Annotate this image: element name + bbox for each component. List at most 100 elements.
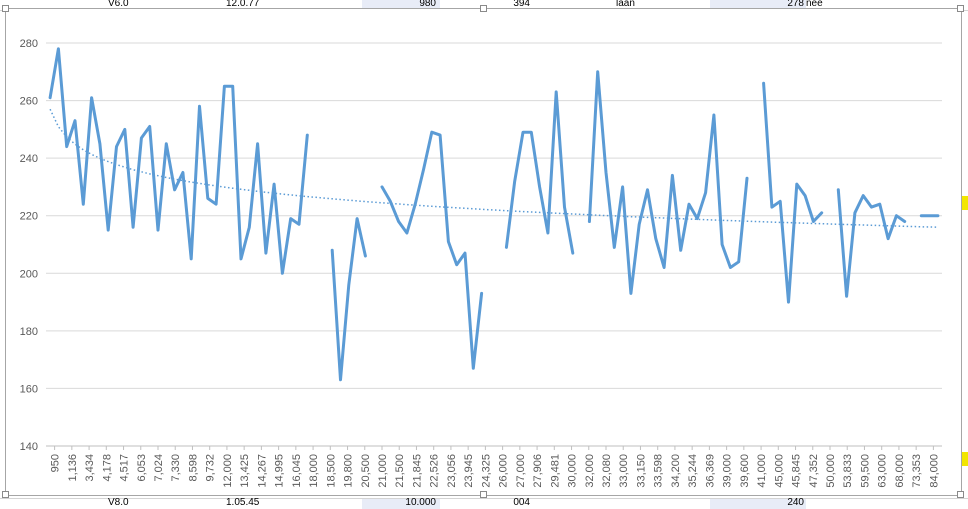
x-tick-label: 53,833 (842, 454, 854, 488)
x-tick-label: 33,598 (653, 454, 665, 488)
x-tick-label: 33,000 (618, 454, 630, 488)
sheet-cell[interactable]: 12.0.77 (226, 0, 260, 9)
x-tick-label: 4,517 (119, 454, 131, 482)
x-tick-label: 7,330 (170, 454, 182, 482)
series-line-segment (48, 47, 309, 275)
resize-handle[interactable] (480, 491, 487, 498)
y-tick-label: 160 (20, 383, 38, 395)
x-tick-label: 24,325 (480, 454, 492, 488)
y-tick-label: 260 (20, 96, 38, 108)
sheet-cell[interactable]: 10.000 (405, 497, 436, 508)
y-tick-label: 280 (20, 38, 38, 50)
x-tick-label: 26,000 (498, 454, 510, 488)
y-tick-label: 240 (20, 153, 38, 165)
x-tick-label: 4,178 (101, 454, 113, 482)
x-tick-label: 23,056 (446, 454, 458, 488)
highlighted-cell-marker (960, 196, 968, 210)
x-tick-label: 1,136 (67, 454, 79, 482)
chart-area[interactable]: 140 160 180 200 220 240 260 280 950 1,136 3,434 4,… (5, 8, 962, 496)
x-tick-label: 8,598 (187, 454, 199, 482)
series-line-segment (587, 70, 749, 295)
x-tick-label: 21,845 (411, 454, 423, 488)
x-axis: 950 1,136 3,434 4,178 4,517 6,053 7,024 7,330 8,… (46, 445, 942, 488)
x-tick-label: 33,150 (635, 454, 647, 488)
x-tick-label: 45,000 (773, 454, 785, 488)
series-line-segment (380, 130, 484, 370)
x-tick-label: 32,080 (601, 454, 613, 488)
x-tick-label: 47,352 (808, 454, 820, 488)
series-lines (48, 47, 940, 382)
spreadsheet-row-below: V8.0 1.05.45 10.000 004 240 (0, 497, 968, 509)
y-tick-label: 220 (20, 211, 38, 223)
x-tick-label: 29,481 (549, 454, 561, 488)
x-tick-label: 73,353 (911, 454, 923, 488)
x-tick-label: 12,000 (222, 454, 234, 488)
x-tick-label: 13,425 (239, 454, 251, 488)
sheet-cell[interactable]: 1.05.45 (226, 497, 260, 508)
x-tick-label: 41,000 (756, 454, 768, 488)
x-tick-label: 14,995 (274, 454, 286, 488)
y-tick-label: 180 (20, 326, 38, 338)
y-tick-label: 140 (20, 441, 38, 453)
sheet-cell[interactable]: 278 (787, 0, 804, 9)
x-tick-label: 36,369 (704, 454, 716, 488)
sheet-selected-cell[interactable] (362, 0, 440, 10)
trendline-path (49, 108, 938, 228)
x-tick-label: 45,845 (791, 454, 803, 488)
sheet-selected-cell[interactable] (710, 499, 806, 509)
x-tick-label: 19,800 (343, 454, 355, 488)
sheet-cell[interactable]: 004 (513, 497, 530, 508)
sheet-cell[interactable]: 240 (787, 497, 804, 508)
y-axis: 140 160 180 200 220 240 260 280 (20, 38, 38, 453)
sheet-cell[interactable]: V8.0 (108, 497, 129, 508)
x-tick-label: 32,000 (584, 454, 596, 488)
x-tick-label: 6,053 (136, 454, 148, 482)
x-tick-label: 18,500 (325, 454, 337, 488)
resize-handle[interactable] (2, 491, 9, 498)
x-tick-label: 14,267 (256, 454, 268, 488)
trendline (49, 108, 938, 228)
series-line-segment (762, 81, 824, 304)
x-tick-label: 30,000 (567, 454, 579, 488)
sheet-cell[interactable]: V6.0 (108, 0, 129, 9)
x-tick-label: 63,000 (877, 454, 889, 488)
x-tick-label: 68,000 (894, 454, 906, 488)
highlighted-cell-marker (960, 452, 968, 466)
x-tick-label: 16,045 (291, 454, 303, 488)
sheet-selected-cell[interactable] (710, 0, 806, 10)
resize-handle[interactable] (957, 5, 964, 12)
x-tick-label: 34,200 (670, 454, 682, 488)
x-tick-label: 27,906 (532, 454, 544, 488)
gridlines (46, 42, 942, 447)
x-tick-label: 7,024 (153, 454, 165, 482)
x-tick-label: 9,732 (205, 454, 217, 482)
x-tick-label: 3,434 (84, 454, 96, 482)
x-tick-label: 35,244 (687, 454, 699, 488)
x-tick-label: 20,500 (360, 454, 372, 488)
series-line-segment (330, 217, 367, 382)
series-line-segment (836, 188, 907, 298)
x-tick-label: 21,500 (394, 454, 406, 488)
x-tick-label: 18,000 (308, 454, 320, 488)
x-tick-label: 84,000 (928, 454, 940, 488)
resize-handle[interactable] (480, 5, 487, 12)
x-tick-label: 39,600 (739, 454, 751, 488)
series-line-segment (504, 90, 575, 255)
sheet-cell[interactable]: nee (806, 0, 823, 9)
resize-handle[interactable] (957, 491, 964, 498)
x-tick-label: 21,000 (377, 454, 389, 488)
resize-handle[interactable] (2, 5, 9, 12)
x-tick-label: 50,000 (825, 454, 837, 488)
x-tick-label: 22,526 (429, 454, 441, 488)
x-tick-label: 27,000 (515, 454, 527, 488)
y-tick-label: 200 (20, 268, 38, 280)
x-tick-label: 39,000 (722, 454, 734, 488)
x-tick-label: 950 (50, 454, 62, 472)
x-tick-label: 59,500 (859, 454, 871, 488)
sheet-cell[interactable]: laan (616, 0, 635, 9)
sheet-cell[interactable]: 394 (513, 0, 530, 9)
x-tick-label: 23,945 (463, 454, 475, 488)
sheet-cell[interactable]: 980 (419, 0, 436, 9)
line-chart: 140 160 180 200 220 240 260 280 950 1,136 3,434 4,… (20, 38, 942, 488)
sheet-selected-cell[interactable] (362, 499, 440, 509)
